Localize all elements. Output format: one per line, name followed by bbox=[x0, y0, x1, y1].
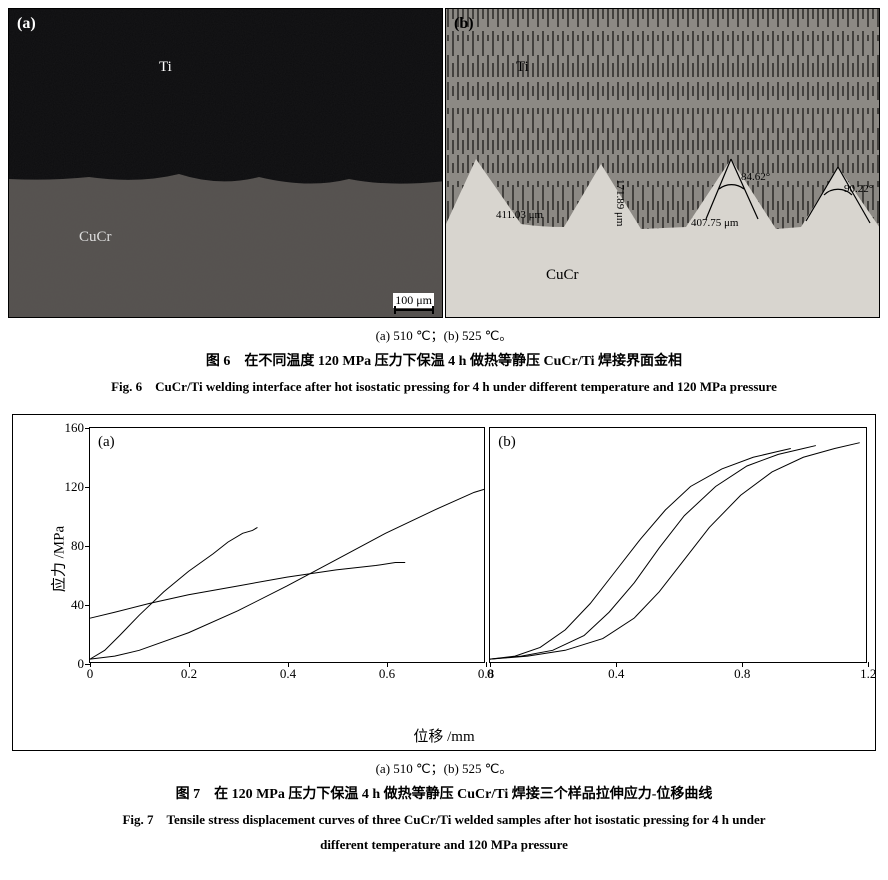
label-cucr-b: CuCr bbox=[546, 267, 579, 284]
scale-bar: 100 μm bbox=[393, 293, 434, 311]
label-ti-b: Ti bbox=[516, 59, 529, 76]
label-cucr-a: CuCr bbox=[79, 229, 112, 246]
angle-90: 90.22° bbox=[844, 183, 873, 195]
label-ti-a: Ti bbox=[159, 59, 172, 76]
angle-84: 84.62° bbox=[741, 171, 770, 183]
fig6-ab: (a) 510 ℃；(b) 525 ℃。 bbox=[8, 326, 880, 347]
meas-411: 411.03 μm bbox=[496, 209, 543, 221]
fig7-en-l1: Fig. 7 Tensile stress displacement curve… bbox=[8, 810, 880, 831]
fig6-cn: 图 6 在不同温度 120 MPa 压力下保温 4 h 做热等静压 CuCr/T… bbox=[8, 351, 880, 373]
fig6-captions: (a) 510 ℃；(b) 525 ℃。 图 6 在不同温度 120 MPa 压… bbox=[8, 326, 880, 398]
fig6-micrographs: (a) Ti CuCr 100 μm bbox=[8, 8, 880, 318]
x-axis-label: 位移 /mm bbox=[17, 725, 871, 746]
fig7-cn: 图 7 在 120 MPa 压力下保温 4 h 做热等静压 CuCr/Ti 焊接… bbox=[8, 784, 880, 806]
fig7-frame: 应力 /MPa (a) 0408012016000.20.40.60.8 (b)… bbox=[12, 414, 876, 751]
y-axis-label: 应力 /MPa bbox=[48, 526, 69, 592]
scale-bar-text: 100 μm bbox=[393, 293, 434, 308]
fig7-en-l2: different temperature and 120 MPa pressu… bbox=[8, 835, 880, 856]
fig6-panel-b: (b) Ti CuCr 411.03 μm 171.89 μm 407.75 μ… bbox=[445, 8, 880, 318]
micrograph-b-svg bbox=[446, 9, 880, 318]
fig6-en: Fig. 6 CuCr/Ti welding interface after h… bbox=[8, 377, 880, 398]
fig7-ab: (a) 510 ℃；(b) 525 ℃。 bbox=[8, 759, 880, 780]
fig7-captions: (a) 510 ℃；(b) 525 ℃。 图 7 在 120 MPa 压力下保温… bbox=[8, 759, 880, 856]
meas-407: 407.75 μm bbox=[691, 217, 738, 229]
panel-letter-a: (a) bbox=[17, 15, 36, 33]
fig7-panel-a: 应力 /MPa (a) 0408012016000.20.40.60.8 bbox=[17, 419, 489, 699]
meas-171: 171.89 μm bbox=[614, 179, 626, 226]
fig7-panel-b: (b) 00.40.81.2 bbox=[489, 419, 871, 699]
fig6-panel-a: (a) Ti CuCr 100 μm bbox=[8, 8, 443, 318]
curves-b-svg bbox=[490, 428, 866, 662]
fig7-charts: 应力 /MPa (a) 0408012016000.20.40.60.8 (b)… bbox=[17, 419, 871, 699]
micrograph-a-svg bbox=[9, 9, 443, 318]
curves-a-svg bbox=[90, 428, 484, 662]
panel-letter-b: (b) bbox=[454, 15, 474, 33]
